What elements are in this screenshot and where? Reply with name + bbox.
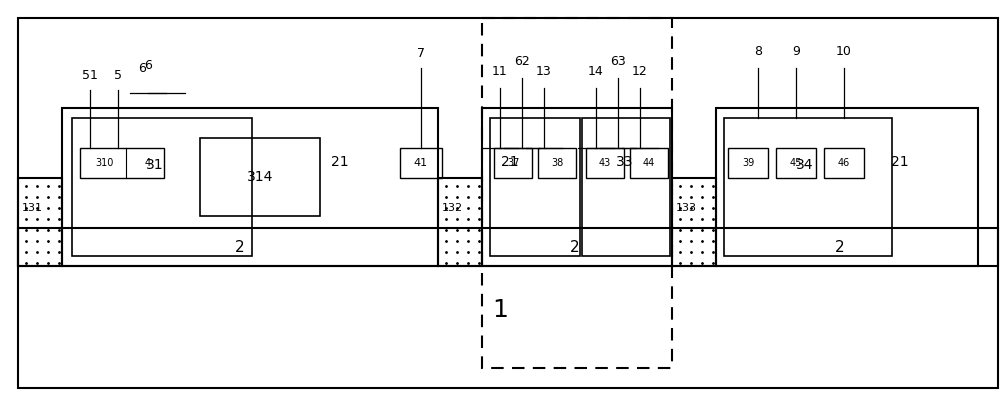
- Text: 2: 2: [835, 240, 845, 254]
- Text: 13: 13: [536, 65, 552, 78]
- Bar: [490, 118, 580, 256]
- Bar: [18, 178, 62, 266]
- Text: 1: 1: [492, 298, 508, 322]
- Text: 2: 2: [235, 240, 245, 254]
- Text: 133: 133: [676, 203, 697, 213]
- Bar: [728, 148, 768, 178]
- Bar: [716, 108, 978, 266]
- Text: 45: 45: [790, 158, 802, 168]
- Bar: [586, 148, 624, 178]
- Text: 46: 46: [838, 158, 850, 168]
- Text: 8: 8: [754, 45, 762, 58]
- Text: 63: 63: [610, 55, 626, 68]
- Bar: [482, 108, 672, 266]
- Bar: [482, 18, 672, 368]
- Text: 37: 37: [507, 158, 519, 168]
- Bar: [724, 118, 892, 256]
- Bar: [72, 118, 252, 256]
- Text: 132: 132: [442, 203, 463, 213]
- Text: 310: 310: [95, 158, 113, 168]
- Text: 38: 38: [551, 158, 563, 168]
- Text: 21: 21: [501, 155, 519, 169]
- Text: 6: 6: [144, 59, 152, 72]
- Text: 62: 62: [514, 55, 530, 68]
- Bar: [824, 148, 864, 178]
- Bar: [200, 138, 320, 216]
- Text: 21: 21: [891, 155, 909, 169]
- Bar: [672, 178, 716, 266]
- Text: 4: 4: [145, 158, 151, 168]
- Text: 7: 7: [417, 47, 425, 60]
- Text: 44: 44: [643, 158, 655, 168]
- Text: 5: 5: [114, 69, 122, 82]
- Bar: [438, 178, 482, 266]
- Text: 33: 33: [616, 155, 634, 169]
- Bar: [18, 228, 998, 266]
- Text: 21: 21: [331, 155, 349, 169]
- Text: 10: 10: [836, 45, 852, 58]
- Text: 9: 9: [792, 45, 800, 58]
- Text: 314: 314: [247, 170, 273, 184]
- Text: 43: 43: [599, 158, 611, 168]
- Bar: [400, 148, 442, 178]
- Text: 12: 12: [632, 65, 648, 78]
- Text: 31: 31: [146, 158, 164, 172]
- Bar: [776, 148, 816, 178]
- Text: 39: 39: [742, 158, 754, 168]
- Bar: [582, 118, 670, 256]
- Text: 6: 6: [138, 62, 146, 75]
- Text: 41: 41: [414, 158, 428, 168]
- Bar: [630, 148, 668, 178]
- Bar: [538, 148, 576, 178]
- Bar: [62, 108, 438, 266]
- Text: 11: 11: [492, 65, 508, 78]
- Text: 14: 14: [588, 65, 604, 78]
- Text: 131: 131: [22, 203, 43, 213]
- Text: 2: 2: [570, 240, 580, 254]
- Text: 34: 34: [796, 158, 814, 172]
- Text: 51: 51: [82, 69, 98, 82]
- Bar: [494, 148, 532, 178]
- Bar: [80, 148, 164, 178]
